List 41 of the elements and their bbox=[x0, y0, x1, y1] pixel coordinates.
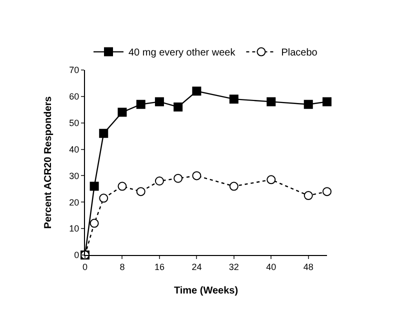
x-tick-label: 48 bbox=[303, 262, 314, 272]
point bbox=[99, 194, 108, 203]
point bbox=[229, 94, 238, 104]
y-tick-label: 70 bbox=[69, 65, 80, 76]
x-tick-label: 0 bbox=[82, 262, 88, 272]
point bbox=[136, 100, 146, 109]
y-axis-title: Percent ACR20 Responders bbox=[43, 96, 54, 229]
y-tick-label: 30 bbox=[69, 170, 80, 181]
point bbox=[118, 108, 127, 117]
point bbox=[90, 218, 99, 228]
point bbox=[322, 187, 332, 196]
point bbox=[174, 174, 183, 183]
legend-label: 40 mg every other week bbox=[128, 48, 236, 59]
point bbox=[174, 102, 183, 112]
y-tick-label: 50 bbox=[69, 118, 80, 128]
point bbox=[192, 171, 202, 180]
point bbox=[136, 187, 146, 196]
x-tick-label: 24 bbox=[192, 262, 202, 272]
y-tick-label: 20 bbox=[69, 197, 80, 208]
point bbox=[266, 97, 276, 106]
y-tick-label: 0 bbox=[74, 250, 80, 260]
x-tick-label: 8 bbox=[120, 262, 125, 272]
point bbox=[99, 128, 108, 138]
legend-label: Placebo bbox=[281, 48, 318, 59]
point bbox=[118, 182, 127, 191]
x-tick-label: 40 bbox=[266, 262, 276, 272]
point bbox=[90, 182, 99, 191]
x-tick-label: 32 bbox=[228, 262, 239, 272]
y-tick-label: 60 bbox=[69, 92, 80, 102]
x-axis-title: Time (Weeks) bbox=[174, 285, 238, 296]
point bbox=[192, 86, 202, 96]
point bbox=[304, 100, 313, 109]
y-tick-label: 40 bbox=[69, 144, 80, 154]
point bbox=[266, 175, 276, 184]
point bbox=[154, 97, 164, 106]
point bbox=[229, 182, 238, 191]
x-tick-label: 16 bbox=[154, 262, 164, 272]
point bbox=[322, 97, 332, 106]
point bbox=[304, 191, 313, 200]
y-tick-label: 10 bbox=[69, 224, 80, 234]
point bbox=[154, 176, 164, 186]
